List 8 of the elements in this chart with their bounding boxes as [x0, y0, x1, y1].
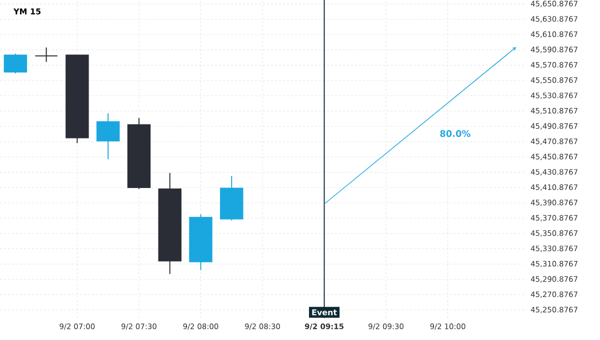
candlestick	[34, 47, 58, 63]
candlestick	[4, 53, 28, 74]
candlestick	[189, 214, 212, 271]
candlestick	[158, 172, 182, 274]
candlestick	[220, 176, 244, 221]
candlestick	[96, 112, 120, 160]
annotation: 80.0%	[440, 130, 470, 137]
candlestick	[127, 117, 151, 190]
